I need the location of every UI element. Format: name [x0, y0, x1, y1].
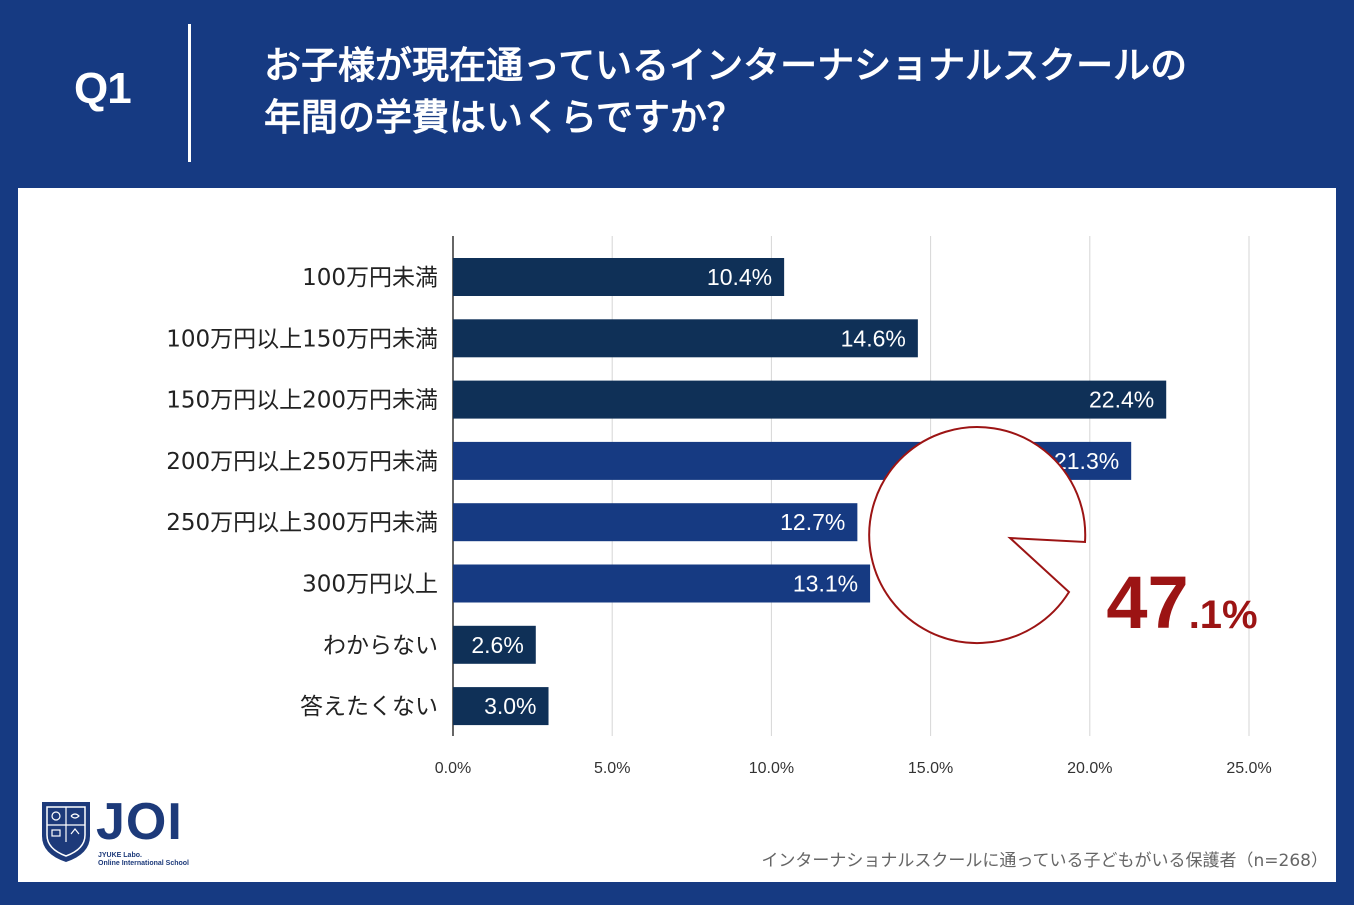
category-label: 100万円以上150万円未満: [166, 326, 438, 352]
bar: [453, 380, 1167, 419]
bar: [453, 564, 871, 603]
callout-big: 47: [1106, 561, 1188, 644]
data-label: 10.4%: [707, 264, 772, 290]
label-layer: 0.0% 5.0% 10.0% 15.0% 20.0% 25.0% 100万円未満 10.4%…: [166, 264, 1272, 777]
question-title-line2: 年間の学費はいくらですか？: [264, 96, 744, 139]
logo-sub-line1: JYUKE Labo.: [98, 852, 142, 859]
data-label: 2.6%: [471, 632, 523, 658]
logo-subtitle: JYUKE Labo. Online International School: [98, 852, 189, 868]
x-tick-label: 10.0%: [749, 760, 794, 777]
bar: [453, 258, 785, 296]
joi-logo: JOI JYUKE Labo. Online International Sch…: [38, 793, 208, 870]
callout: 47.1%: [868, 426, 1258, 645]
grid-layer: [452, 236, 1250, 736]
shield-icon: [42, 802, 90, 862]
data-label: 13.1%: [793, 571, 858, 597]
bar: [453, 687, 549, 726]
logo-wordmark: JOI: [96, 793, 183, 851]
x-tick-label: 5.0%: [594, 760, 630, 777]
category-label: 答えたくない: [300, 694, 438, 720]
logo-sub-line2: Online International School: [98, 860, 190, 867]
category-label: 300万円以上: [302, 572, 438, 598]
x-tick-label: 0.0%: [435, 760, 471, 777]
x-tick-label: 20.0%: [1067, 760, 1112, 777]
data-label: 22.4%: [1089, 387, 1154, 413]
data-label: 12.7%: [780, 509, 845, 535]
category-label: 150万円以上200万円未満: [166, 388, 438, 414]
question-title: お子様が現在通っているインターナショナルスクールの 年間の学費はいくらですか？: [264, 40, 1334, 144]
question-title-line1: お子様が現在通っているインターナショナルスクールの: [264, 44, 1188, 87]
header: Q1 お子様が現在通っているインターナショナルスクールの 年間の学費はいくらです…: [0, 0, 1354, 188]
category-label: 200万円以上250万円未満: [166, 449, 438, 475]
sample-note: インターナショナルスクールに通っている子どもがいる保護者（n=268）: [761, 851, 1328, 871]
question-number: Q1: [74, 64, 132, 113]
data-label: 21.3%: [1054, 448, 1119, 474]
callout-small: .1%: [1189, 593, 1258, 637]
x-tick-label: 15.0%: [908, 760, 953, 777]
bar: [453, 319, 918, 358]
data-label: 14.6%: [841, 325, 906, 351]
header-divider: [188, 24, 191, 162]
data-label: 3.0%: [484, 693, 536, 719]
category-label: 250万円以上300万円未満: [166, 510, 438, 536]
callout-bubble: [868, 426, 1087, 645]
x-tick-label: 25.0%: [1226, 760, 1271, 777]
bar: [453, 625, 536, 664]
bar: [453, 503, 858, 542]
category-label: わからない: [323, 633, 438, 659]
callout-percent: 47.1%: [1106, 561, 1257, 644]
category-label: 100万円未満: [302, 265, 438, 291]
